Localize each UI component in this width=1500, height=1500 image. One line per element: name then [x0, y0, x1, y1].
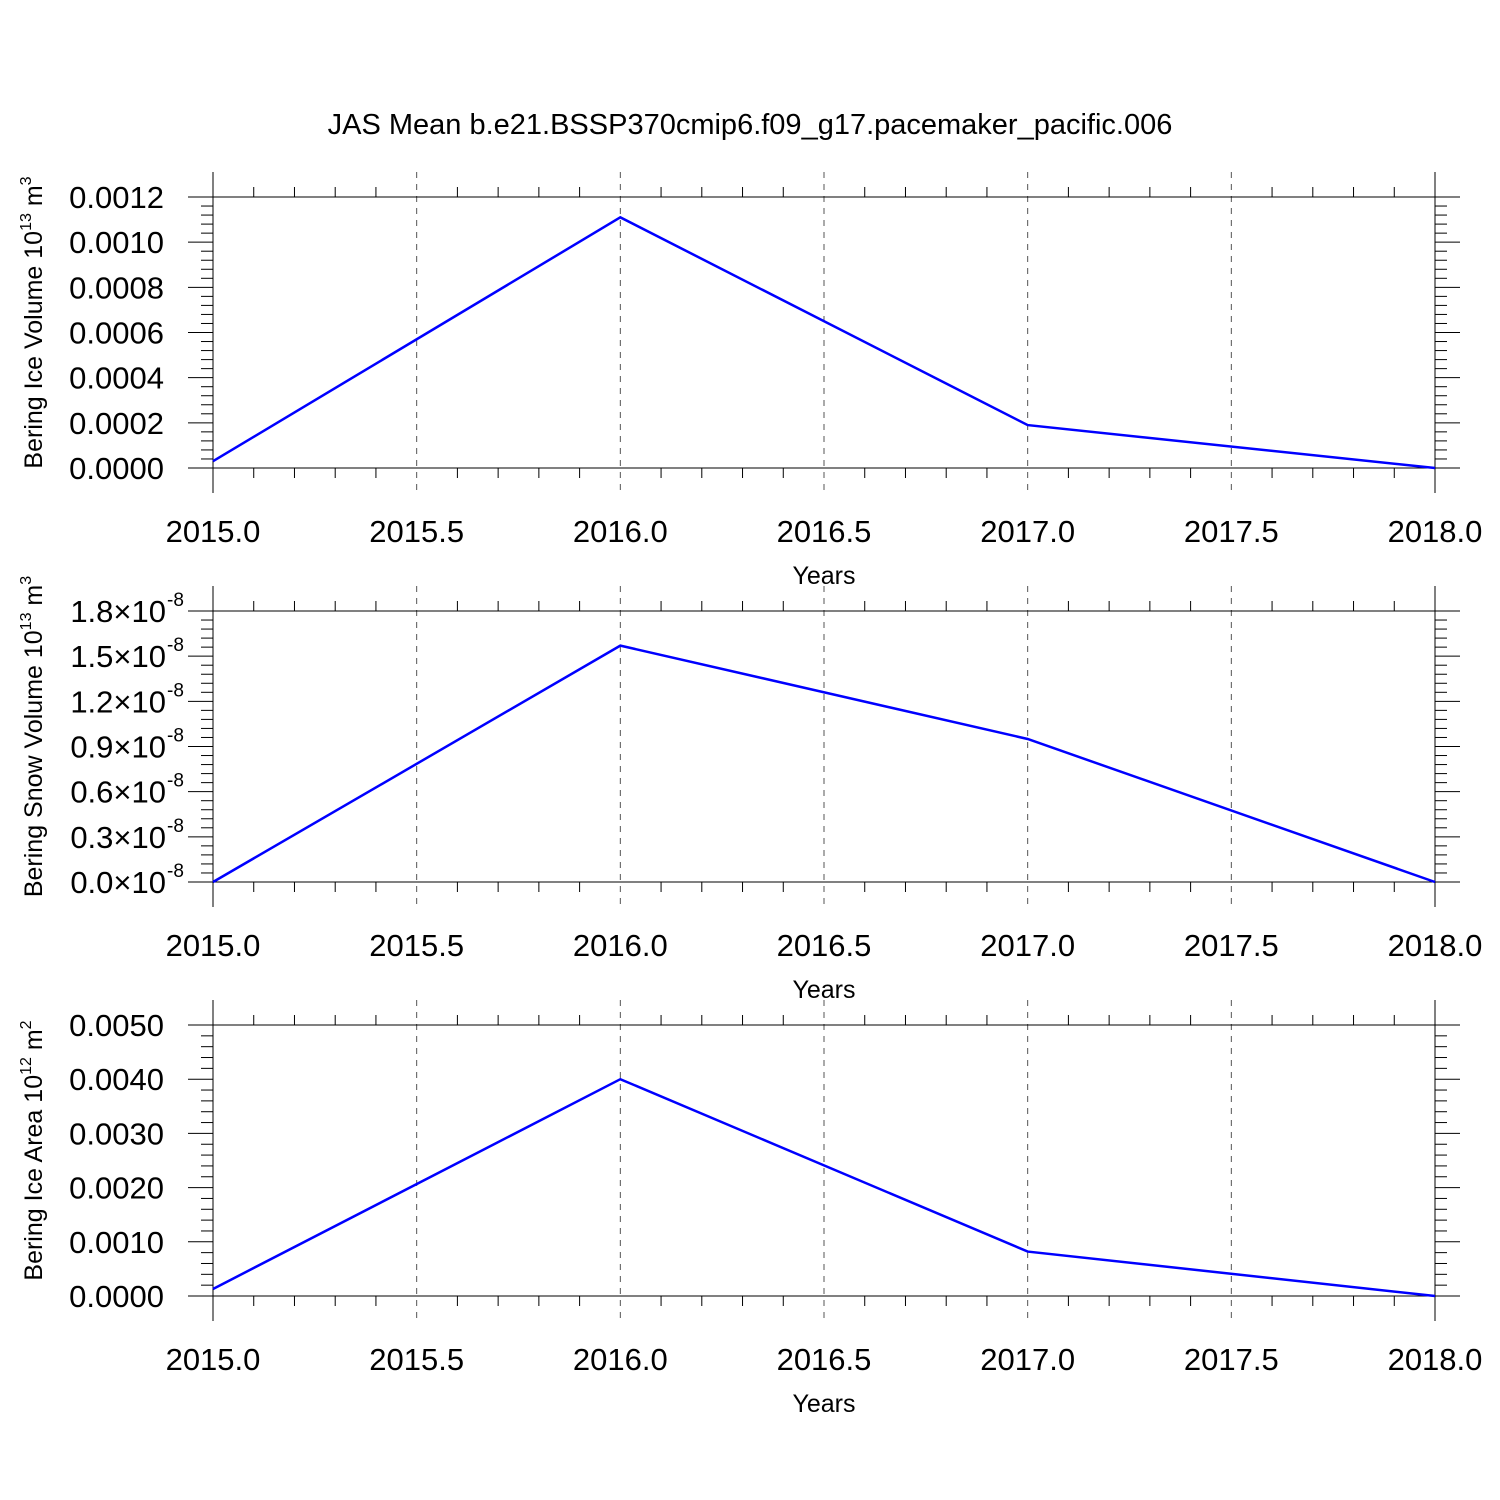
x-tick-label: 2018.0 [1388, 1342, 1483, 1377]
y-tick-label: 1.2×10 [70, 684, 166, 719]
y-tick-exponent: -8 [167, 861, 184, 882]
y-tick-label: 0.0008 [69, 270, 164, 305]
y-axis-label: Bering Ice Volume 1013 m3 [18, 176, 48, 468]
x-tick-label: 2016.5 [777, 1342, 872, 1377]
series-line [212, 644, 1436, 884]
series-line [212, 1077, 1436, 1298]
y-tick-label: 0.9×10 [70, 730, 166, 765]
y-tick-label: 0.3×10 [70, 820, 166, 855]
y-tick-label: 0.0004 [69, 361, 164, 396]
x-tick-label: 2016.5 [777, 514, 872, 549]
x-axis-label: Years [792, 1390, 855, 1418]
x-tick-label: 2016.0 [573, 928, 668, 963]
x-tick-label: 2016.5 [777, 928, 872, 963]
y-axis-label: Bering Snow Volume 1013 m3 [18, 576, 48, 897]
panel-3: 2015.0 2015.5 2016.0 2016.5 2017.0 2017.5 2018… [18, 1000, 1482, 1418]
x-tick-label: 2017.5 [1184, 1342, 1279, 1377]
panel-1: 2015.0 2015.5 2016.0 2016.5 2017.0 2017.5 2018… [18, 172, 1482, 590]
x-tick-label: 2018.0 [1388, 514, 1483, 549]
x-tick-label: 2017.0 [980, 1342, 1075, 1377]
y-tick-exponent: -8 [167, 590, 184, 611]
y-tick-exponent: -8 [167, 726, 184, 747]
x-tick-label: 2015.0 [166, 514, 261, 549]
y-axis-label: Bering Ice Area 1012 m2 [18, 1020, 48, 1280]
y-tick-label: 0.0010 [69, 225, 164, 260]
y-tick-label: 0.0050 [69, 1008, 164, 1043]
y-tick-exponent: -8 [167, 771, 184, 792]
y-tick-label: 0.0012 [69, 180, 164, 215]
y-tick-exponent: -8 [167, 680, 184, 701]
figure-title: JAS Mean b.e21.BSSP370cmip6.f09_g17.pace… [328, 109, 1173, 141]
x-tick-label: 2015.5 [369, 1342, 464, 1377]
panel-2: 2015.0 2015.5 2016.0 2016.5 2017.0 2017.5 2018… [18, 576, 1482, 1004]
x-tick-label: 2015.0 [166, 928, 261, 963]
y-tick-label: 0.0006 [69, 316, 164, 351]
x-tick-label: 2015.5 [369, 514, 464, 549]
y-tick-exponent: -8 [167, 635, 184, 656]
y-tick-label: 0.0030 [69, 1116, 164, 1151]
y-tick-label: 0.0000 [69, 451, 164, 486]
y-tick-label: 1.5×10 [70, 639, 166, 674]
x-tick-label: 2016.0 [573, 1342, 668, 1377]
x-tick-label: 2015.0 [166, 1342, 261, 1377]
x-tick-label: 2015.5 [369, 928, 464, 963]
x-tick-label: 2017.5 [1184, 928, 1279, 963]
y-tick-label: 0.0010 [69, 1225, 164, 1260]
y-tick-label: 0.0002 [69, 406, 164, 441]
y-tick-label: 0.0000 [69, 1279, 164, 1314]
y-tick-label: 0.0020 [69, 1171, 164, 1206]
x-axis-label: Years [792, 562, 855, 590]
y-tick-label: 0.0×10 [70, 865, 166, 900]
x-tick-label: 2017.0 [980, 928, 1075, 963]
y-tick-exponent: -8 [167, 816, 184, 837]
x-tick-label: 2017.5 [1184, 514, 1279, 549]
y-tick-label: 1.8×10 [70, 594, 166, 629]
chart-panels: 2015.0 2015.5 2016.0 2016.5 2017.0 2017.5 2018… [18, 172, 1482, 1418]
x-tick-label: 2017.0 [980, 514, 1075, 549]
x-axis-label: Years [792, 976, 855, 1004]
y-tick-label: 0.6×10 [70, 775, 166, 810]
x-tick-label: 2018.0 [1388, 928, 1483, 963]
x-tick-label: 2016.0 [573, 514, 668, 549]
series-line [212, 215, 1436, 470]
y-tick-label: 0.0040 [69, 1062, 164, 1097]
